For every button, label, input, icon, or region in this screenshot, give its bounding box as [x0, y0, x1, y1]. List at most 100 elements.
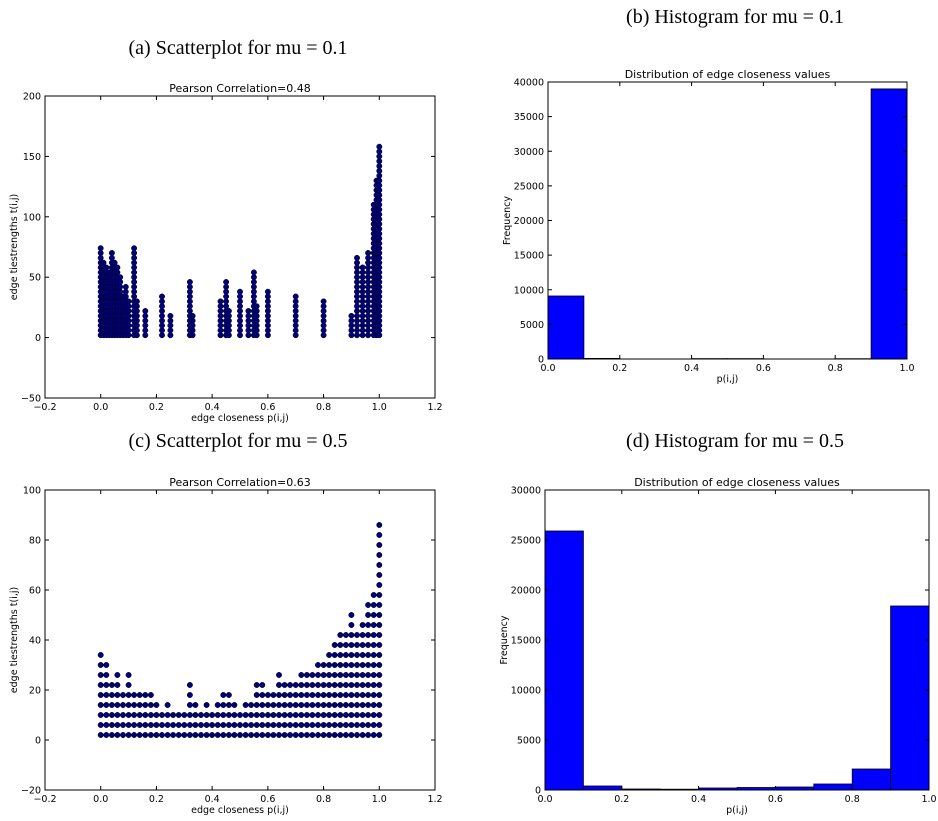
scatter-point: [108, 250, 115, 256]
y-tick-label: 30000: [514, 147, 544, 158]
chart-title: Distribution of edge closeness values: [634, 476, 840, 489]
x-tick-label: 0.0: [93, 402, 108, 413]
scatter-point: [376, 692, 383, 698]
scatter-point: [167, 312, 174, 319]
scatter-point: [376, 532, 383, 538]
scatter-point: [376, 712, 383, 718]
x-axis-label: p(i,j): [717, 374, 739, 385]
chart-title: Pearson Correlation=0.48: [169, 82, 311, 95]
scatter-point: [376, 732, 383, 738]
scatter-point: [354, 254, 360, 261]
y-tick-label: 25000: [511, 536, 541, 547]
scatter-point: [114, 264, 121, 271]
y-tick-label: 0: [538, 355, 544, 366]
y-tick-label: 80: [29, 536, 41, 547]
x-tick-label: 0.8: [828, 363, 843, 374]
scatter-point: [125, 682, 132, 688]
histogram-bar: [547, 295, 585, 360]
y-tick-label: 0: [535, 786, 541, 797]
scatter-point: [225, 692, 232, 698]
caption-c: (c) Scatterplot for mu = 0.5: [128, 430, 348, 452]
x-tick-label: 1.2: [427, 402, 442, 413]
y-tick-label: 20000: [511, 586, 541, 597]
histogram-bar: [870, 88, 908, 360]
x-tick-label: 1.0: [372, 794, 387, 805]
scatter-point: [103, 672, 110, 678]
x-axis-label: edge closeness p(i,j): [191, 413, 289, 424]
x-tick-label: 0.2: [614, 794, 629, 805]
x-axis-label: edge closeness p(i,j): [191, 805, 289, 816]
y-tick-label: 5000: [520, 320, 544, 331]
y-tick-label: 0: [35, 333, 41, 344]
x-tick-label: 0.4: [205, 794, 220, 805]
x-tick-label: 1.0: [372, 402, 387, 413]
scatter-point: [264, 288, 271, 295]
y-tick-label: 15000: [514, 251, 544, 262]
x-tick-label: −0.2: [33, 402, 56, 413]
y-tick-label: 50: [29, 273, 41, 284]
x-tick-label: 0.2: [149, 402, 164, 413]
scatter-point: [376, 612, 383, 618]
scatter-point: [97, 652, 104, 658]
scatter-point: [376, 143, 383, 150]
x-tick-label: 0.0: [540, 363, 555, 374]
scatter-point: [225, 308, 232, 314]
scatter-point: [250, 269, 257, 276]
scatter-point: [237, 288, 243, 295]
plot-frame: [44, 95, 436, 399]
y-axis-label: Frequency: [499, 615, 510, 664]
histogram-bar: [544, 530, 584, 791]
scatter-point: [231, 702, 238, 708]
scatter-point: [153, 702, 160, 708]
scatter-point: [122, 283, 129, 290]
scatter-point: [186, 692, 193, 698]
scatter-point: [223, 279, 230, 285]
scatter-point: [376, 722, 383, 728]
scatter-point: [117, 274, 124, 281]
scatter-point: [103, 662, 110, 668]
x-tick-label: 0.0: [537, 794, 552, 805]
y-tick-label: 40: [29, 636, 41, 647]
scatter-point: [376, 642, 383, 648]
x-tick-label: −0.2: [33, 794, 56, 805]
scatter-point: [376, 662, 383, 668]
scatter-point: [164, 702, 171, 708]
y-tick-label: 35000: [514, 112, 544, 123]
y-tick-label: 150: [23, 152, 41, 163]
scatter-point: [192, 702, 199, 708]
scatter-point: [189, 312, 196, 319]
x-tick-label: 0.0: [93, 794, 108, 805]
x-tick-label: 0.6: [756, 363, 771, 374]
scatter-point: [376, 562, 383, 568]
y-tick-label: 0: [35, 736, 41, 747]
scatter-point: [292, 293, 299, 300]
scatter-point: [259, 682, 266, 688]
y-tick-label: 100: [23, 212, 41, 223]
scatter-point: [376, 702, 383, 708]
x-axis-label: p(i,j): [726, 805, 748, 816]
histogram-bar: [583, 785, 623, 791]
scatter-point: [114, 672, 121, 678]
scatter-point: [376, 592, 383, 598]
y-tick-label: 10000: [511, 686, 541, 697]
scatter-point: [147, 692, 154, 698]
x-tick-label: 0.8: [845, 794, 860, 805]
scatter-point: [203, 702, 210, 708]
x-tick-label: 1.2: [427, 794, 442, 805]
histogram-bar: [851, 768, 892, 791]
scatter-point: [376, 682, 383, 688]
caption-d: (d) Histogram for mu = 0.5: [626, 430, 844, 452]
x-tick-label: 0.6: [260, 402, 275, 413]
scatter-point: [186, 682, 193, 688]
scatter-point: [376, 672, 383, 678]
x-tick-label: 0.2: [149, 794, 164, 805]
y-tick-label: 10000: [514, 285, 544, 296]
scatter-point: [376, 602, 383, 608]
histogram-bar: [813, 783, 853, 791]
scatter-point: [348, 612, 355, 618]
y-tick-label: 15000: [511, 636, 541, 647]
scatter-point: [376, 542, 383, 548]
